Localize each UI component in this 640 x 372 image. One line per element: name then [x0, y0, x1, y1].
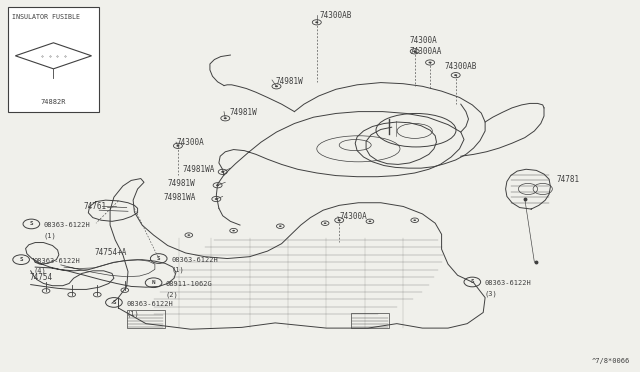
Circle shape — [413, 219, 416, 221]
Text: (4): (4) — [33, 268, 46, 275]
Text: (3): (3) — [484, 290, 497, 297]
FancyBboxPatch shape — [8, 7, 99, 112]
Text: 74781: 74781 — [557, 175, 580, 184]
Text: S: S — [112, 300, 116, 305]
Text: 74981WA: 74981WA — [182, 165, 215, 174]
Circle shape — [216, 185, 219, 186]
Text: INSULATOR FUSIBLE: INSULATOR FUSIBLE — [12, 14, 80, 20]
Circle shape — [316, 22, 318, 23]
Text: 74981WA: 74981WA — [163, 193, 196, 202]
Text: (2): (2) — [166, 291, 179, 298]
Text: S: S — [29, 221, 33, 227]
Circle shape — [224, 118, 227, 119]
Text: (1): (1) — [172, 267, 184, 273]
Text: 74300AB: 74300AB — [320, 11, 353, 20]
Text: N: N — [152, 280, 156, 285]
Text: S: S — [157, 256, 161, 261]
Text: 08363-6122H: 08363-6122H — [484, 280, 531, 286]
Text: 74754+A: 74754+A — [95, 248, 127, 257]
Text: 08363-6122H: 08363-6122H — [172, 257, 218, 263]
Circle shape — [338, 219, 340, 221]
Text: (1): (1) — [44, 232, 56, 239]
Text: 74300AA: 74300AA — [410, 47, 442, 56]
Circle shape — [413, 51, 416, 52]
Text: S: S — [470, 279, 474, 285]
Circle shape — [177, 145, 179, 147]
Text: 08911-1062G: 08911-1062G — [166, 281, 212, 287]
Circle shape — [369, 221, 371, 222]
Text: 74300A: 74300A — [339, 212, 367, 221]
Text: 74300A: 74300A — [177, 138, 204, 147]
Circle shape — [215, 198, 218, 200]
Text: ^7/8*0066: ^7/8*0066 — [592, 358, 630, 364]
Text: 74882R: 74882R — [41, 99, 66, 105]
Text: 74300A: 74300A — [410, 36, 437, 45]
Text: S: S — [19, 257, 23, 262]
Circle shape — [275, 86, 278, 87]
Text: (1): (1) — [126, 311, 139, 317]
Circle shape — [429, 62, 431, 63]
Text: 08363-6122H: 08363-6122H — [126, 301, 173, 307]
Text: 74981W: 74981W — [275, 77, 303, 86]
Text: 08363-6122H: 08363-6122H — [33, 258, 80, 264]
Text: 74761: 74761 — [83, 202, 106, 211]
Text: 74754: 74754 — [29, 273, 52, 282]
Circle shape — [279, 225, 282, 227]
Text: 08363-6122H: 08363-6122H — [44, 222, 90, 228]
Circle shape — [324, 222, 326, 224]
Text: 74300AB: 74300AB — [445, 62, 477, 71]
Circle shape — [454, 74, 457, 76]
Circle shape — [221, 171, 224, 173]
Text: 74981W: 74981W — [168, 179, 195, 187]
Text: 74981W: 74981W — [229, 108, 257, 117]
Circle shape — [232, 230, 235, 231]
Circle shape — [188, 234, 190, 236]
